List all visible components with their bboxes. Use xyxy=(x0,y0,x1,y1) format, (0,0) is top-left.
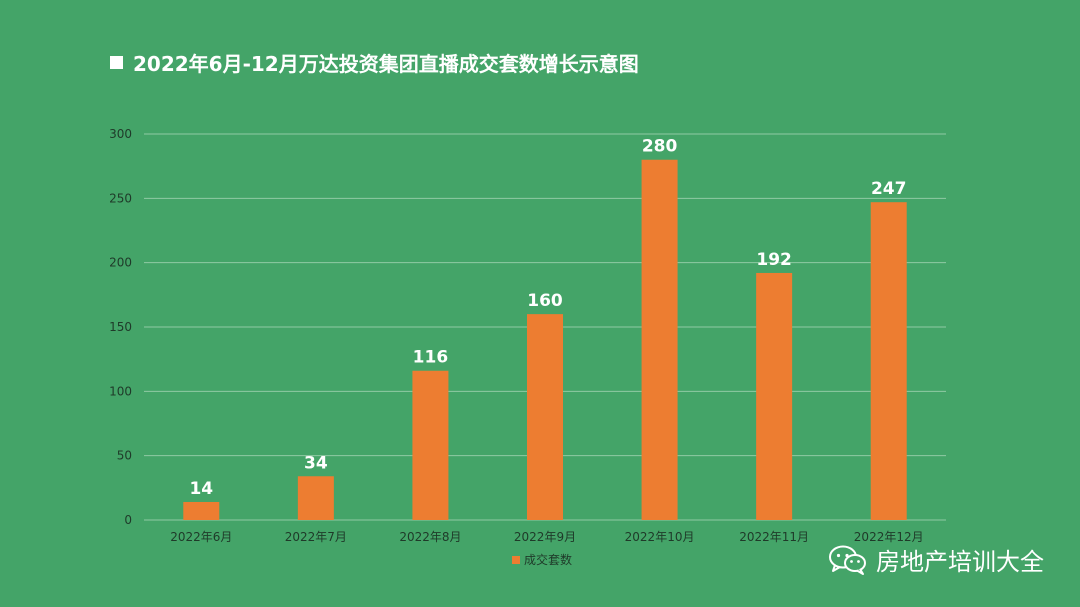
bar xyxy=(297,476,334,520)
wechat-icon xyxy=(829,545,866,575)
bar xyxy=(641,159,678,520)
bar xyxy=(527,314,563,520)
chart-title: 2022年6月-12月万达投资集团直播成交套数增长示意图 xyxy=(110,48,639,77)
x-tick-label: 2022年9月 xyxy=(514,530,576,544)
bar xyxy=(412,370,449,520)
data-label: 192 xyxy=(756,250,792,270)
x-tick-label: 2022年12月 xyxy=(854,530,924,544)
y-tick-label: 50 xyxy=(117,449,132,463)
y-tick-label: 250 xyxy=(109,191,132,205)
bar xyxy=(183,501,220,520)
y-tick-label: 100 xyxy=(109,384,132,398)
data-label: 280 xyxy=(642,137,678,157)
bar xyxy=(756,272,793,520)
y-tick-label: 0 xyxy=(124,513,132,527)
y-tick-label: 150 xyxy=(109,320,132,334)
y-tick-label: 200 xyxy=(109,256,132,270)
title-marker-square xyxy=(110,56,123,69)
x-tick-label: 2022年6月 xyxy=(170,530,232,544)
y-tick-label: 300 xyxy=(109,127,132,141)
data-label: 14 xyxy=(189,479,213,499)
data-label: 116 xyxy=(413,348,449,368)
data-label: 247 xyxy=(871,179,907,199)
x-tick-label: 2022年7月 xyxy=(285,530,347,544)
bar xyxy=(870,202,907,520)
data-label: 160 xyxy=(527,291,563,311)
watermark-text: 房地产培训大全 xyxy=(876,548,1044,576)
x-tick-label: 2022年8月 xyxy=(399,530,461,544)
data-label: 34 xyxy=(304,453,328,473)
legend-label: 成交套数 xyxy=(524,552,572,567)
x-tick-label: 2022年10月 xyxy=(625,530,695,544)
chart-title-text: 2022年6月-12月万达投资集团直播成交套数增长示意图 xyxy=(133,52,639,76)
watermark: 房地产培训大全 xyxy=(828,542,1044,577)
x-tick-label: 2022年11月 xyxy=(739,530,809,544)
legend-swatch xyxy=(512,556,520,564)
